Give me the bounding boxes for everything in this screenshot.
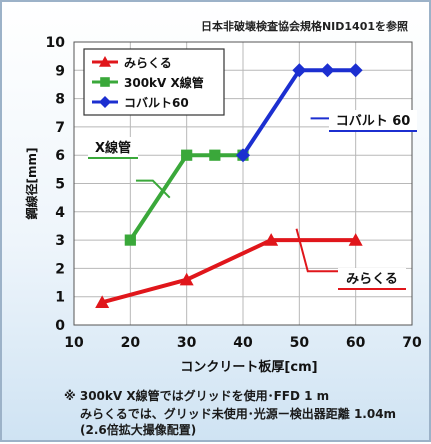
annotation-xray-leader <box>135 179 171 199</box>
data-point <box>209 149 221 161</box>
x-tick-label: 20 <box>121 335 141 351</box>
data-point <box>95 295 110 308</box>
data-point <box>292 63 307 78</box>
annotation-miracle-text: みらくる <box>346 272 398 287</box>
legend-marker <box>99 56 111 67</box>
data-point <box>320 63 335 78</box>
y-tick-label: 0 <box>55 318 65 334</box>
y-tick-label: 7 <box>55 120 65 136</box>
annotation-cobalt-text: コバルト 60 <box>336 114 411 129</box>
chart-title: 日本非破壊検査協会規格NID1401を参照 <box>201 19 408 33</box>
legend-marker <box>100 77 110 87</box>
data-point <box>124 234 136 246</box>
data-point <box>179 272 194 286</box>
data-point <box>181 149 193 161</box>
x-tick-label: 60 <box>346 335 366 351</box>
annotation-cobalt-box <box>329 110 417 130</box>
data-point <box>264 233 279 246</box>
y-tick-label: 2 <box>55 261 65 277</box>
y-tick-label: 8 <box>55 92 65 108</box>
annotation-xray-box <box>88 137 138 157</box>
x-tick-label: 70 <box>402 335 422 351</box>
y-tick-label: 3 <box>55 233 65 249</box>
y-tick-label: 6 <box>55 148 65 164</box>
annotation-miracle-box <box>338 268 406 288</box>
plot-border <box>73 41 413 326</box>
legend-marker <box>99 96 111 108</box>
x-tick-label: 10 <box>64 335 84 351</box>
x-tick-label: 40 <box>233 335 253 351</box>
data-point <box>236 148 250 163</box>
x-tick-label: 30 <box>177 335 197 351</box>
legend-label: コバルト60 <box>124 96 189 110</box>
y-tick-label: 4 <box>55 205 65 221</box>
legend-label: 300kV X線管 <box>124 75 204 90</box>
series-line-2 <box>241 68 356 157</box>
series-line-0 <box>101 238 356 305</box>
y-tick-label: 1 <box>55 290 65 306</box>
x-axis-label: コンクリート板厚[cm] <box>180 359 317 375</box>
y-tick-label: 9 <box>55 63 65 79</box>
note-line-3: (2.6倍拡大撮像配置) <box>80 423 197 437</box>
data-point <box>348 63 363 78</box>
x-tick-label: 50 <box>290 335 310 351</box>
y-axis-label: 鋼線径[mm] <box>24 148 39 221</box>
legend-label: みらくる <box>124 56 172 70</box>
annotation-xray-text: X線管 <box>95 140 131 156</box>
y-tick-label: 5 <box>55 177 65 193</box>
y-tick-label: 10 <box>46 35 66 51</box>
series-line-1 <box>128 153 243 242</box>
annotation-miracle-leader <box>295 228 339 273</box>
note-line-1: ※ 300kV X線管ではグリッドを使用･FFD 1 m <box>64 389 330 403</box>
data-point <box>348 233 363 246</box>
note-line-2: みらくるでは、グリッド未使用･光源ー検出器距離 1.04m <box>80 407 397 421</box>
